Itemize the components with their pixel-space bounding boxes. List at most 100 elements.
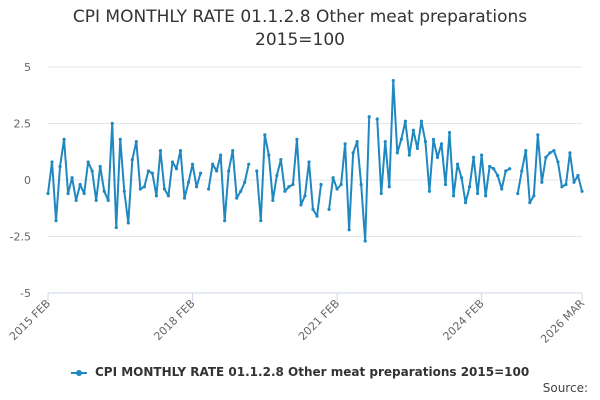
- data-point[interactable]: [564, 182, 568, 187]
- data-point[interactable]: [74, 198, 78, 202]
- data-point[interactable]: [532, 194, 536, 198]
- data-point[interactable]: [186, 180, 191, 184]
- data-point[interactable]: [359, 182, 363, 187]
- data-point[interactable]: [158, 149, 163, 153]
- data-point[interactable]: [259, 219, 263, 223]
- data-point[interactable]: [403, 119, 407, 123]
- data-point[interactable]: [568, 151, 572, 155]
- data-point[interactable]: [162, 187, 167, 191]
- data-point[interactable]: [459, 176, 464, 180]
- data-point[interactable]: [467, 185, 472, 189]
- data-point[interactable]: [174, 167, 179, 171]
- data-point[interactable]: [367, 115, 371, 119]
- data-point[interactable]: [504, 169, 508, 173]
- data-point[interactable]: [375, 117, 379, 121]
- data-point[interactable]: [387, 185, 391, 189]
- data-point[interactable]: [347, 228, 351, 232]
- data-point[interactable]: [98, 164, 102, 169]
- data-point[interactable]: [363, 239, 367, 243]
- data-point[interactable]: [126, 221, 130, 225]
- data-point[interactable]: [170, 160, 175, 164]
- data-point[interactable]: [339, 182, 343, 187]
- data-point[interactable]: [178, 149, 183, 153]
- data-point[interactable]: [463, 201, 468, 205]
- data-point[interactable]: [423, 139, 428, 144]
- data-point[interactable]: [154, 194, 159, 198]
- data-point[interactable]: [267, 153, 271, 157]
- series-line[interactable]: [207, 149, 250, 222]
- data-point[interactable]: [536, 133, 540, 137]
- data-point[interactable]: [150, 171, 154, 175]
- data-point[interactable]: [130, 158, 134, 162]
- data-point[interactable]: [451, 194, 456, 198]
- data-point[interactable]: [54, 219, 58, 223]
- data-point[interactable]: [315, 214, 319, 218]
- data-point[interactable]: [560, 185, 564, 189]
- data-point[interactable]: [86, 160, 90, 164]
- data-point[interactable]: [492, 167, 496, 171]
- data-point[interactable]: [580, 189, 584, 193]
- data-point[interactable]: [327, 207, 331, 211]
- data-point[interactable]: [295, 137, 299, 141]
- data-point[interactable]: [496, 173, 500, 178]
- data-point[interactable]: [544, 155, 548, 159]
- data-point[interactable]: [335, 187, 339, 191]
- data-point[interactable]: [134, 139, 138, 144]
- data-point[interactable]: [439, 142, 444, 146]
- data-point[interactable]: [291, 182, 295, 187]
- data-point[interactable]: [82, 191, 86, 196]
- data-point[interactable]: [508, 167, 512, 171]
- legend-label[interactable]: CPI MONTHLY RATE 01.1.2.8 Other meat pre…: [94, 365, 530, 379]
- data-point[interactable]: [576, 173, 580, 178]
- chart-legend[interactable]: CPI MONTHLY RATE 01.1.2.8 Other meat pre…: [0, 365, 600, 379]
- data-point[interactable]: [275, 173, 279, 178]
- data-point[interactable]: [247, 162, 251, 166]
- data-point[interactable]: [379, 191, 383, 196]
- data-point[interactable]: [190, 162, 195, 166]
- data-point[interactable]: [70, 176, 74, 180]
- data-point[interactable]: [142, 185, 146, 189]
- data-point[interactable]: [263, 133, 267, 137]
- data-point[interactable]: [524, 149, 528, 153]
- data-point[interactable]: [50, 160, 54, 164]
- data-point[interactable]: [355, 139, 359, 144]
- data-point[interactable]: [548, 151, 552, 155]
- data-point[interactable]: [138, 187, 142, 191]
- data-point[interactable]: [58, 164, 62, 169]
- data-point[interactable]: [299, 203, 303, 207]
- series-line[interactable]: [328, 115, 371, 243]
- data-point[interactable]: [182, 196, 187, 200]
- data-point[interactable]: [476, 191, 480, 196]
- data-point[interactable]: [556, 160, 560, 164]
- data-point[interactable]: [383, 139, 387, 144]
- data-point[interactable]: [480, 153, 484, 157]
- data-point[interactable]: [351, 151, 355, 155]
- data-point[interactable]: [415, 146, 419, 150]
- data-point[interactable]: [46, 191, 50, 196]
- data-point[interactable]: [219, 153, 223, 157]
- series-layer[interactable]: [46, 78, 584, 243]
- data-point[interactable]: [90, 169, 94, 173]
- data-point[interactable]: [106, 198, 110, 202]
- data-point[interactable]: [215, 169, 219, 173]
- data-point[interactable]: [122, 189, 126, 193]
- data-point[interactable]: [146, 169, 150, 173]
- data-point[interactable]: [343, 142, 347, 146]
- data-point[interactable]: [243, 180, 247, 184]
- data-point[interactable]: [540, 180, 544, 184]
- data-point[interactable]: [287, 185, 291, 189]
- data-point[interactable]: [307, 160, 311, 164]
- data-point[interactable]: [279, 158, 283, 162]
- data-point[interactable]: [118, 137, 122, 141]
- data-point[interactable]: [500, 187, 504, 191]
- data-point[interactable]: [62, 137, 66, 141]
- data-point[interactable]: [94, 198, 98, 202]
- data-point[interactable]: [239, 189, 243, 193]
- data-point[interactable]: [484, 194, 488, 198]
- data-point[interactable]: [166, 194, 171, 198]
- data-point[interactable]: [407, 153, 411, 157]
- data-point[interactable]: [391, 78, 395, 83]
- data-point[interactable]: [231, 149, 235, 153]
- data-point[interactable]: [528, 201, 532, 205]
- data-point[interactable]: [395, 151, 399, 155]
